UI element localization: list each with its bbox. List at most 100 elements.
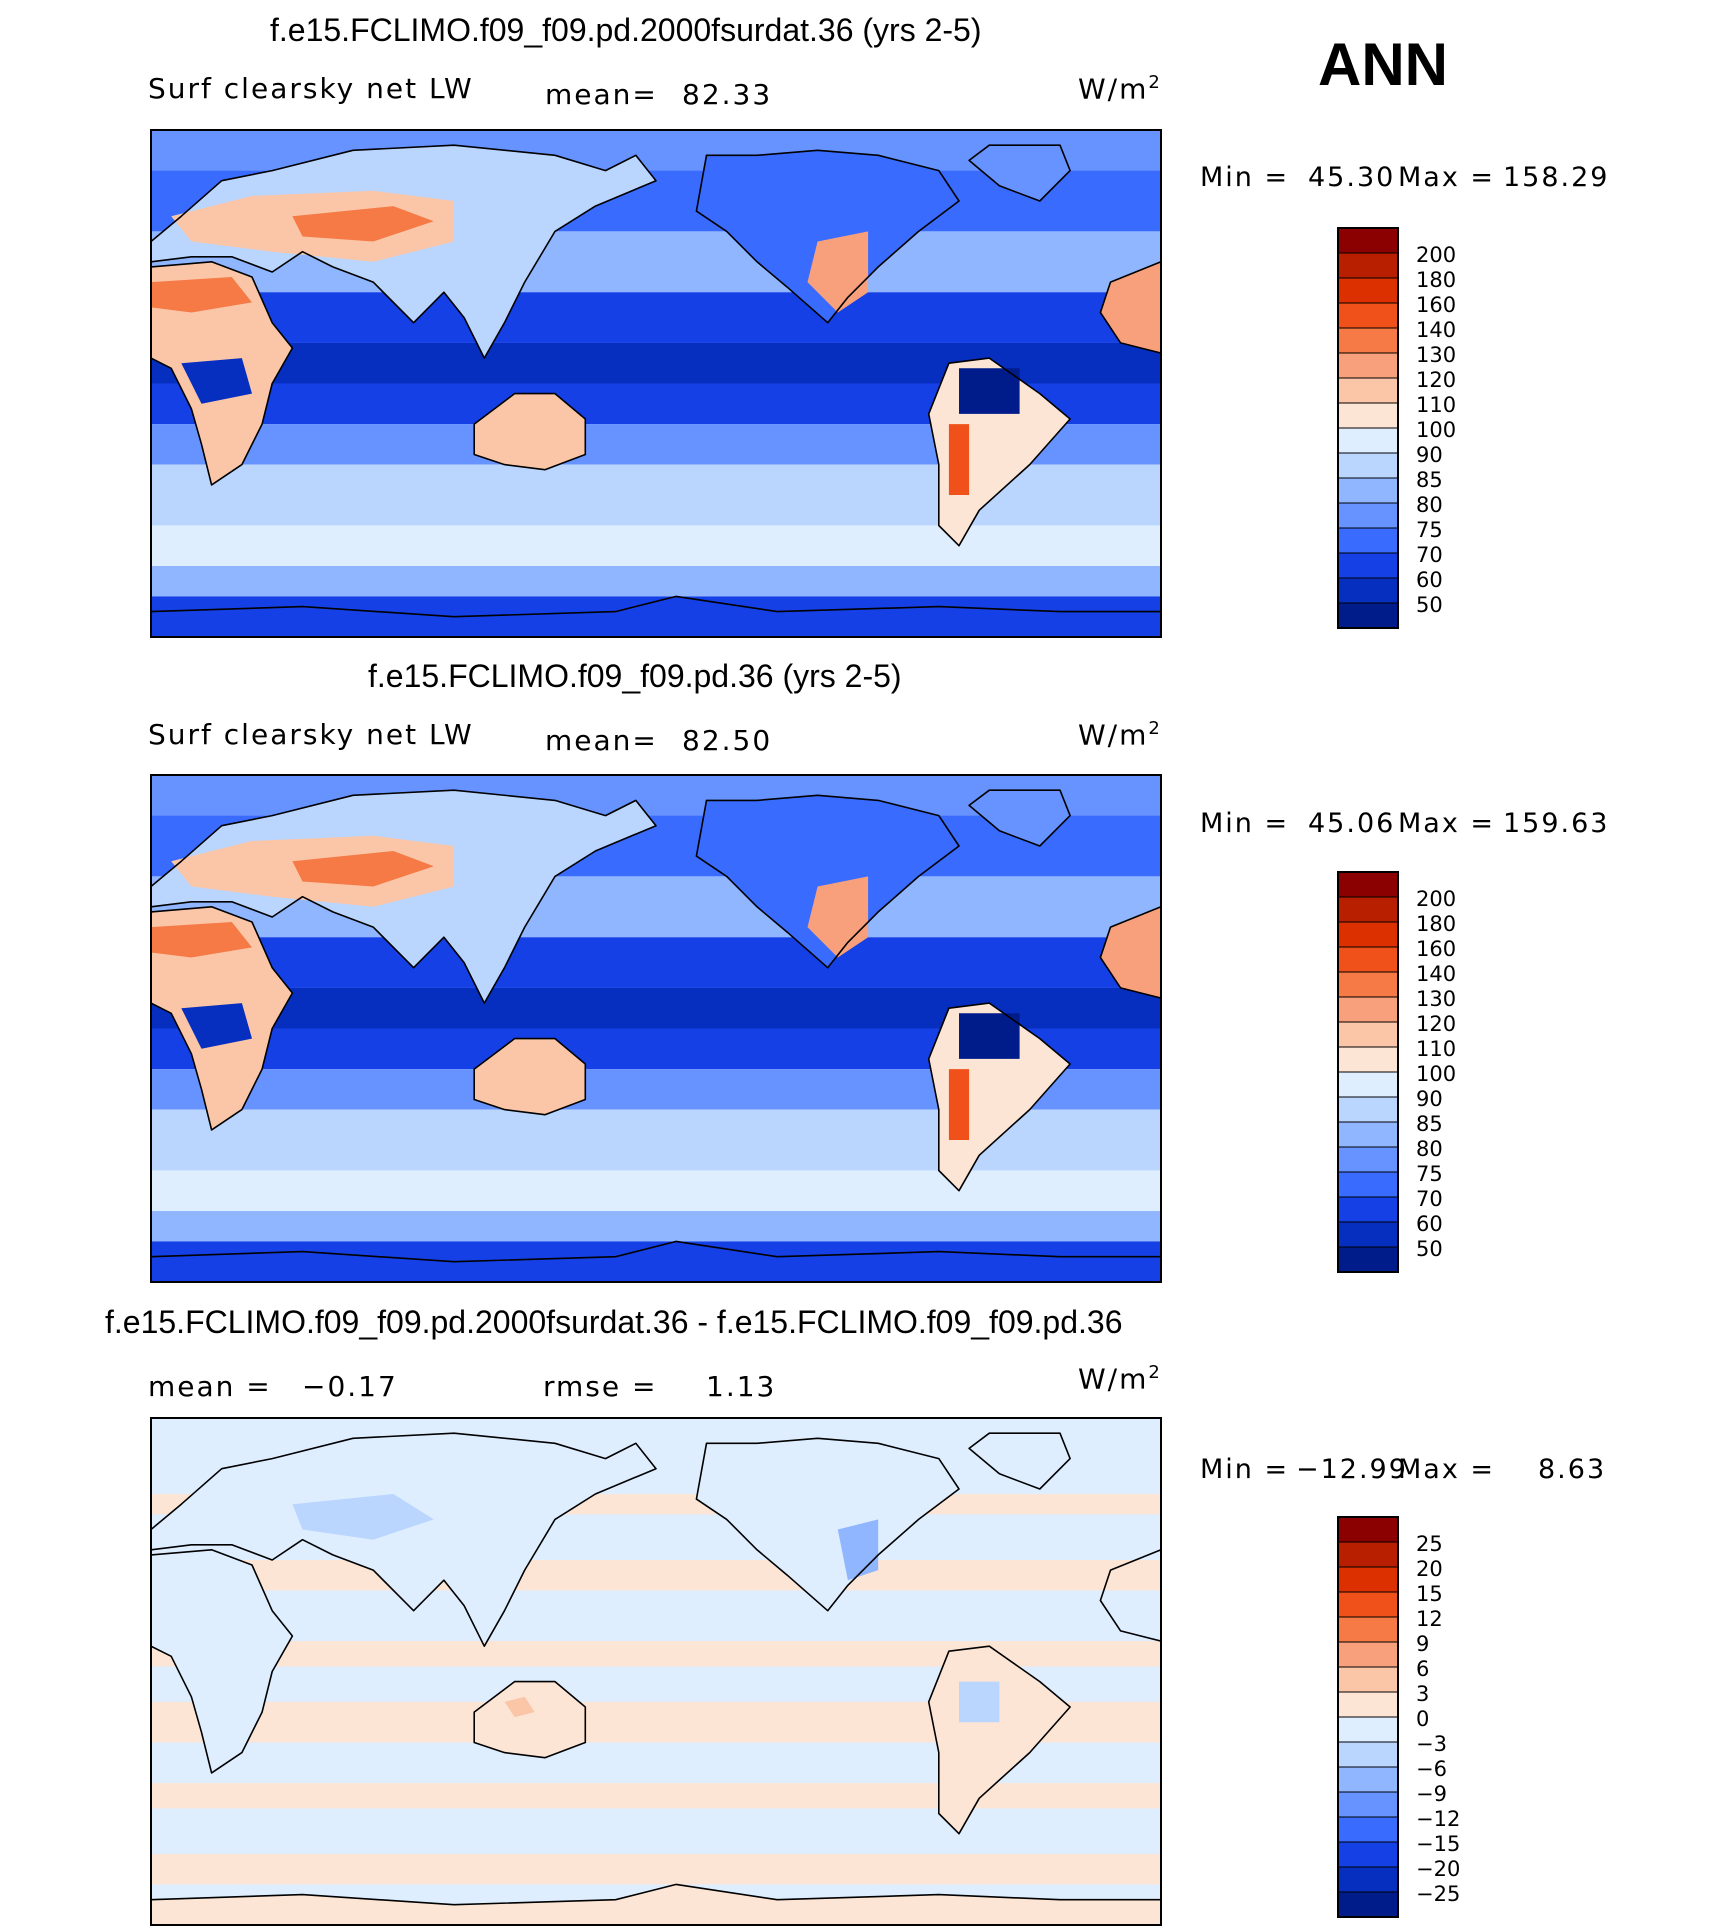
- colorbar-segment: [1337, 327, 1399, 354]
- colorbar-tick-label: −6: [1416, 1757, 1447, 1781]
- panel1-mean-value: 82.33: [682, 78, 773, 111]
- colorbar-tick-label: 15: [1416, 1582, 1443, 1606]
- colorbar-segment: [1337, 527, 1399, 554]
- colorbar-segment: [1337, 1816, 1399, 1843]
- colorbar-segment: [1337, 871, 1399, 898]
- ocean-band: [151, 1211, 1161, 1242]
- land-asia-anomaly: [292, 1494, 434, 1540]
- colorbar-tick-label: −12: [1416, 1807, 1460, 1831]
- land-australia-anomaly: [504, 1696, 535, 1718]
- land-greenland: [969, 790, 1071, 846]
- colorbar-tick-label: 200: [1416, 243, 1456, 267]
- coastline-namerica: [695, 794, 960, 969]
- land-hot-asia: [292, 851, 434, 887]
- land-greenland: [969, 145, 1071, 201]
- panel3-max-value: 8.63: [1538, 1454, 1607, 1485]
- colorbar-segment: [1337, 577, 1399, 604]
- land-australia: [474, 1038, 586, 1115]
- ocean-band: [151, 292, 1161, 343]
- colorbar-tick-label: 100: [1416, 1062, 1456, 1086]
- colorbar-tick-label: −25: [1416, 1882, 1460, 1906]
- colorbar-tick-label: 90: [1416, 1087, 1443, 1111]
- panel1-title: f.e15.FCLIMO.f09_f09.pd.2000fsurdat.36 (…: [270, 12, 982, 48]
- land-hot-asia: [292, 206, 434, 242]
- panel1-mean-label: mean=: [545, 78, 658, 111]
- coastline-samerica: [927, 1645, 1071, 1835]
- colorbar-segment: [1337, 1121, 1399, 1148]
- diff-band: [151, 1854, 1161, 1885]
- land-congo: [181, 358, 252, 404]
- land-west-africa-edge: [1100, 906, 1161, 999]
- colorbar-segment: [1337, 552, 1399, 579]
- coastline-eurasia: [151, 144, 657, 359]
- panel3-title: f.e15.FCLIMO.f09_f09.pd.2000fsurdat.36 -…: [105, 1304, 1123, 1340]
- coastlines-3: [151, 1432, 1161, 1925]
- panel1-variable: Surf clearsky net LW: [148, 72, 474, 105]
- colorbar-segment: [1337, 377, 1399, 404]
- panel1-units-base: W/m: [1078, 72, 1149, 106]
- colorbar-tick-label: 140: [1416, 962, 1456, 986]
- coastline-eurasia: [151, 1432, 657, 1647]
- panel3-max-label: Max =: [1398, 1454, 1496, 1485]
- diff-band: [151, 1783, 1161, 1809]
- land-andes: [948, 424, 970, 495]
- colorbar-tick-label: 70: [1416, 543, 1443, 567]
- colorbar-segment: [1337, 1841, 1399, 1868]
- coastlines-2: [151, 789, 1161, 1282]
- colorbar-tick-label: 110: [1416, 393, 1456, 417]
- land-sa-anomaly: [959, 1681, 1000, 1723]
- colorbar-segment: [1337, 227, 1399, 254]
- land-africa: [151, 1549, 293, 1773]
- colorbar-segment: [1337, 1766, 1399, 1793]
- land-amazon: [959, 368, 1020, 414]
- colorbar-segment: [1337, 1516, 1399, 1543]
- panel2-max-label: Max =: [1398, 808, 1496, 839]
- colorbar-tick-label: 85: [1416, 1112, 1443, 1136]
- coastline-europe2: [1099, 260, 1161, 354]
- panel2-units: W/m2: [1078, 718, 1162, 751]
- land-west-africa-edge: [1100, 261, 1161, 354]
- coastline-australia: [473, 1037, 587, 1116]
- colorbar-tick-label: 100: [1416, 418, 1456, 442]
- land-australia: [474, 1681, 586, 1758]
- colorbar-tick-label: 80: [1416, 1137, 1443, 1161]
- colorbar-tick-label: −20: [1416, 1857, 1460, 1881]
- panel2-units-exp: 2: [1148, 718, 1162, 739]
- panel1-units: W/m2: [1078, 72, 1162, 105]
- colorbar-tick-label: 50: [1416, 593, 1443, 617]
- coastline-antarctica: [151, 1240, 1161, 1282]
- colorbar-segment: [1337, 1046, 1399, 1073]
- map-frame-1: [150, 129, 1162, 638]
- panel2-max-value: 159.63: [1503, 808, 1610, 839]
- land-andes: [948, 1069, 970, 1140]
- coastline-europe2: [1099, 905, 1161, 999]
- colorbar-tick-label: 180: [1416, 268, 1456, 292]
- coastline-namerica: [695, 149, 960, 324]
- colorbar-tick-label: 130: [1416, 343, 1456, 367]
- colorbar-segment: [1337, 1866, 1399, 1893]
- colorbar-segment: [1337, 427, 1399, 454]
- ocean-band: [151, 1170, 1161, 1212]
- colorbar-segment: [1337, 1541, 1399, 1568]
- colorbar-tick-label: 60: [1416, 1212, 1443, 1236]
- colorbar-segment: [1337, 1891, 1399, 1918]
- colorbar-segment: [1337, 1616, 1399, 1643]
- colorbar-segment: [1337, 252, 1399, 279]
- colorbar-segment: [1337, 1146, 1399, 1173]
- colorbar-tick-label: −15: [1416, 1832, 1460, 1856]
- land-amazon: [959, 1013, 1020, 1059]
- coastline-greenland: [968, 789, 1071, 847]
- colorbar-segment: [1337, 477, 1399, 504]
- map-field-1: [150, 129, 1162, 638]
- land-sahara: [151, 922, 252, 958]
- map-frame-3: [150, 1417, 1162, 1926]
- panel3-min-label: Min =: [1200, 1454, 1290, 1485]
- colorbar-frame: [1337, 1516, 1399, 1918]
- coastline-africa: [151, 905, 294, 1131]
- coastline-europe2: [1099, 1549, 1161, 1642]
- panel3-units: W/m2: [1078, 1362, 1162, 1395]
- colorbar-segment: [1337, 896, 1399, 923]
- panel2-variable: Surf clearsky net LW: [148, 718, 474, 751]
- colorbar-tick-label: 60: [1416, 568, 1443, 592]
